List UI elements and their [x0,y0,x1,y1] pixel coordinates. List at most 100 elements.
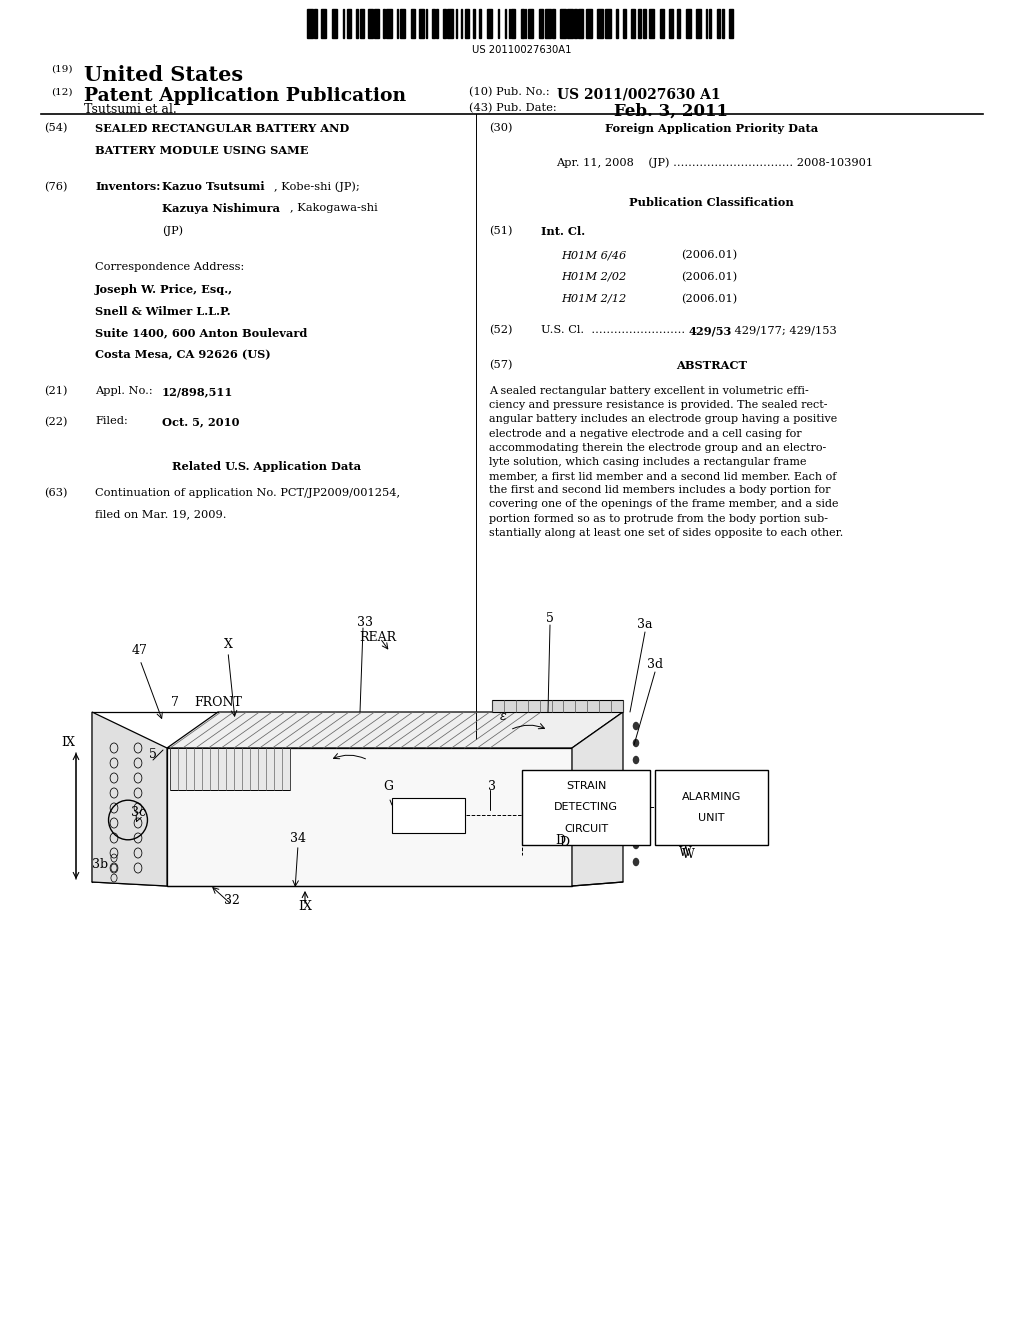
Polygon shape [92,711,167,886]
Text: 3d: 3d [647,659,664,672]
Text: Suite 1400, 600 Anton Boulevard: Suite 1400, 600 Anton Boulevard [95,327,307,338]
Text: 34: 34 [290,832,306,845]
Bar [706,8,708,37]
Bar [511,8,515,37]
Text: (10) Pub. No.:: (10) Pub. No.: [469,87,553,98]
Text: (2006.01): (2006.01) [681,272,737,282]
Bar [678,8,680,37]
Bar [343,8,344,37]
Text: Foreign Application Priority Data: Foreign Application Priority Data [605,123,818,133]
Circle shape [633,739,639,747]
Text: Tsutsumi et al.: Tsutsumi et al. [84,103,177,116]
Bar [321,8,327,37]
Text: Kazuya Nishimura: Kazuya Nishimura [162,203,280,214]
Circle shape [633,824,639,832]
Text: W: W [679,846,691,858]
Text: Feb. 3, 2011: Feb. 3, 2011 [614,103,728,120]
Text: Apr. 11, 2008    (JP) ................................ 2008-103901: Apr. 11, 2008 (JP) .....................… [556,157,873,168]
Text: 7: 7 [171,697,179,710]
Polygon shape [572,711,623,886]
Text: Oct. 5, 2010: Oct. 5, 2010 [162,416,240,428]
Polygon shape [170,748,290,789]
Bar [332,8,337,37]
Text: ε: ε [500,710,507,723]
Text: 3: 3 [488,780,496,792]
Bar [649,8,654,37]
Bar [360,8,365,37]
Bar [574,8,577,37]
Bar [685,8,691,37]
Bar [307,8,312,37]
Text: FRONT: FRONT [195,697,242,710]
Bar [655,770,768,845]
Bar [426,8,427,37]
Bar [605,8,610,37]
Bar [522,770,650,845]
Text: 32: 32 [224,894,240,907]
Text: Joseph W. Price, Esq.,: Joseph W. Price, Esq., [95,284,233,294]
Text: SEALED RECTANGULAR BATTERY AND: SEALED RECTANGULAR BATTERY AND [95,123,349,133]
Circle shape [633,841,639,849]
Text: G: G [383,780,393,792]
Text: (51): (51) [489,226,513,236]
Text: Patent Application Publication: Patent Application Publication [84,87,407,106]
Text: (30): (30) [489,123,513,133]
Bar [347,8,351,37]
Bar [419,8,424,37]
Circle shape [633,858,639,866]
Text: X: X [223,639,232,652]
Circle shape [633,807,639,816]
Bar [670,8,674,37]
Text: BATTERY MODULE USING SAME: BATTERY MODULE USING SAME [95,144,308,156]
Circle shape [633,772,639,781]
Text: (76): (76) [44,181,68,191]
Text: , Kobe-shi (JP);: , Kobe-shi (JP); [274,181,360,193]
Text: United States: United States [84,65,243,84]
Text: (2006.01): (2006.01) [681,293,737,304]
Text: 5: 5 [150,748,157,762]
Bar [397,8,398,37]
Bar [314,8,316,37]
Text: A sealed rectangular battery excellent in volumetric effi-
ciency and pressure r: A sealed rectangular battery excellent i… [489,385,844,537]
Text: 33: 33 [357,615,373,628]
Bar [399,8,406,37]
Bar [722,8,724,37]
Bar [631,8,635,37]
Text: (19): (19) [51,65,73,74]
Bar [498,8,499,37]
Text: H01M 2/12: H01M 2/12 [561,293,627,304]
Text: ABSTRACT: ABSTRACT [676,359,748,371]
Bar [709,8,712,37]
Text: (52): (52) [489,325,513,335]
Text: (2006.01): (2006.01) [681,251,737,260]
Bar [539,8,543,37]
Text: (63): (63) [44,487,68,498]
Bar [505,8,506,37]
Text: filed on Mar. 19, 2009.: filed on Mar. 19, 2009. [95,510,226,520]
Text: 3a: 3a [637,619,652,631]
Bar [546,8,551,37]
Text: UNIT: UNIT [698,813,725,824]
Text: (21): (21) [44,385,68,396]
Circle shape [633,756,639,764]
Text: IX: IX [61,735,75,748]
Text: , Kakogawa-shi: , Kakogawa-shi [290,203,378,214]
Text: Costa Mesa, CA 92626 (US): Costa Mesa, CA 92626 (US) [95,348,271,360]
Bar [696,8,700,37]
Bar [411,8,415,37]
Bar [447,8,453,37]
Text: IX: IX [298,899,312,912]
Text: REAR: REAR [359,631,396,644]
Text: STRAIN: STRAIN [566,781,606,792]
Circle shape [633,789,639,799]
Circle shape [633,722,639,730]
Bar [456,8,457,37]
Bar [643,8,646,37]
Text: Inventors:: Inventors: [95,181,161,193]
Text: (12): (12) [51,87,73,96]
Text: 5: 5 [546,611,554,624]
Text: CIRCUIT: CIRCUIT [564,824,608,834]
Text: (JP): (JP) [162,224,183,236]
Text: Continuation of application No. PCT/JP2009/001254,: Continuation of application No. PCT/JP20… [95,487,400,498]
Text: (22): (22) [44,416,68,426]
